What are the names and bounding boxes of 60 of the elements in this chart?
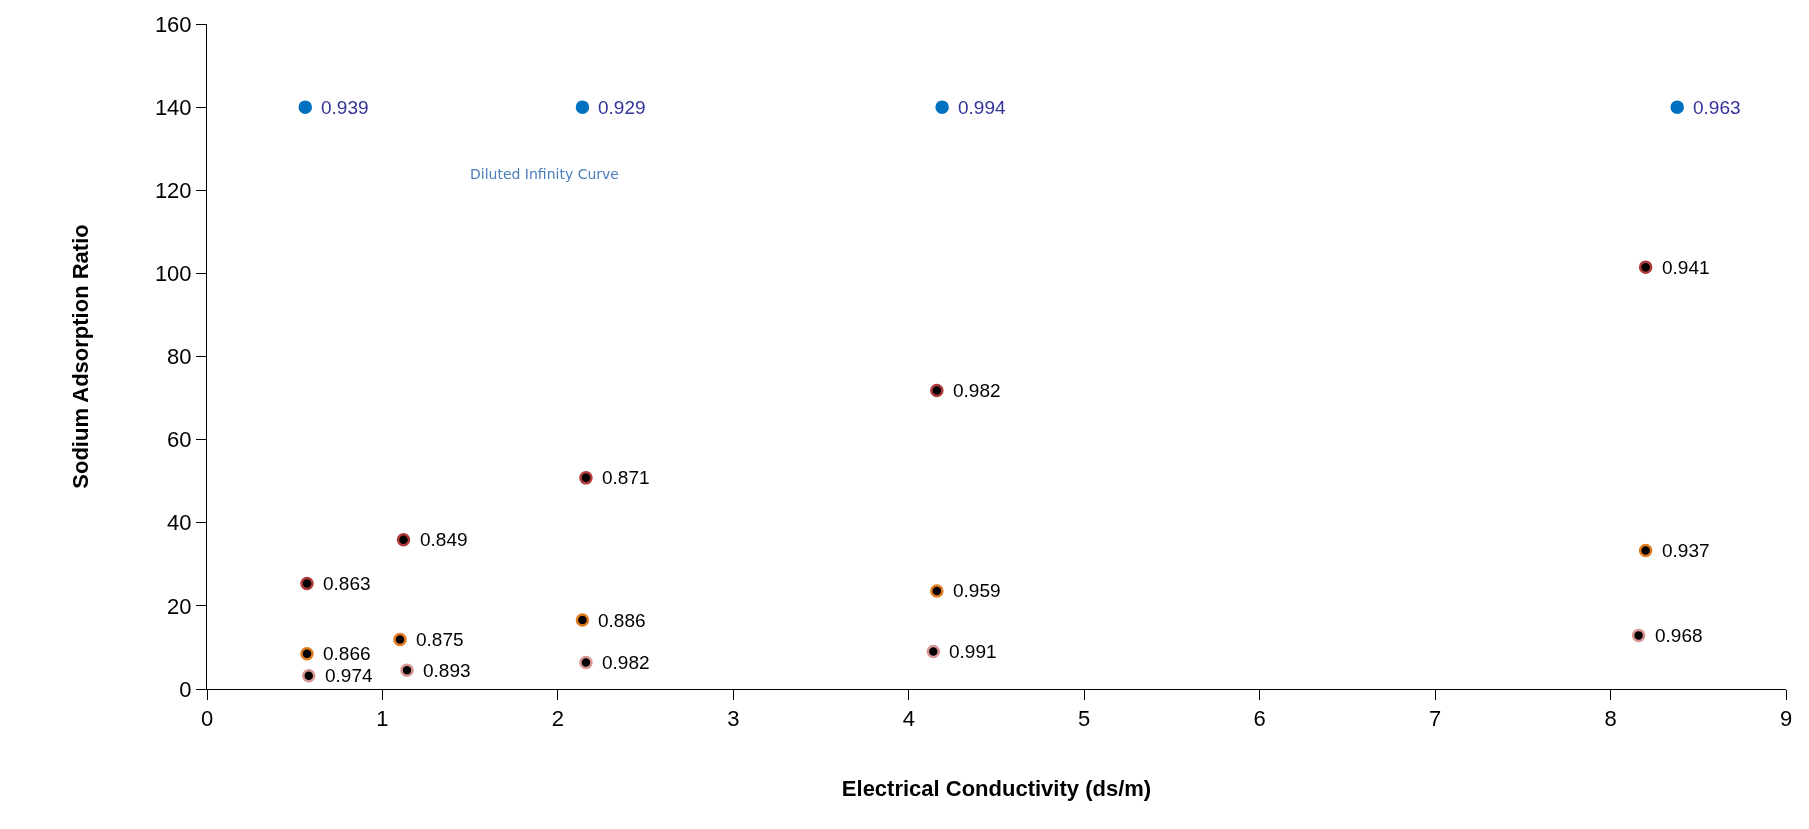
y-tick-label: 120 bbox=[154, 177, 192, 203]
point bbox=[1638, 543, 1653, 558]
x-tick-label: 1 bbox=[376, 706, 389, 732]
y-tick-label: 40 bbox=[167, 510, 192, 536]
y-tick-label: 160 bbox=[154, 11, 192, 37]
y-axis-title: Sodium Adsorption Ratio bbox=[67, 224, 93, 489]
x-tick-label: 7 bbox=[1428, 706, 1442, 732]
y-tick-label: 0 bbox=[179, 676, 192, 702]
point bbox=[575, 613, 590, 627]
x-tick-label: 9 bbox=[1779, 706, 1793, 732]
annotation: 0.974 bbox=[325, 665, 373, 686]
point bbox=[575, 100, 590, 114]
y-tick-label: 100 bbox=[154, 261, 192, 287]
annotation: 0.875 bbox=[416, 629, 464, 650]
y-tick-label: 60 bbox=[167, 427, 192, 453]
annotation: 0.963 bbox=[1693, 97, 1741, 118]
annotation: 0.849 bbox=[420, 529, 468, 550]
point bbox=[300, 576, 314, 591]
annotation: 0.994 bbox=[958, 97, 1006, 118]
point bbox=[935, 100, 949, 114]
annotation: 0.991 bbox=[949, 641, 997, 662]
annotation: 0.866 bbox=[323, 643, 371, 664]
annotation: 0.941 bbox=[1662, 257, 1710, 278]
point bbox=[300, 646, 314, 661]
point bbox=[1631, 628, 1646, 643]
x-tick-label: 8 bbox=[1604, 706, 1617, 732]
point bbox=[302, 668, 316, 683]
annotation: Diluted Infinity Curve bbox=[470, 166, 619, 182]
annotation: 0.982 bbox=[602, 652, 650, 673]
x-tick-label: 0 bbox=[200, 706, 214, 732]
x-axis-title: Electrical Conductivity (ds/m) bbox=[841, 776, 1152, 802]
point bbox=[400, 663, 414, 678]
annotation: 0.863 bbox=[323, 573, 371, 594]
x-tick-label: 4 bbox=[902, 706, 915, 732]
annotation: 0.871 bbox=[602, 467, 650, 488]
annotation: 0.968 bbox=[1655, 625, 1703, 646]
point bbox=[930, 584, 944, 598]
point bbox=[1670, 100, 1684, 114]
point bbox=[930, 383, 944, 398]
x-tick-label: 3 bbox=[727, 706, 740, 732]
point bbox=[926, 644, 941, 659]
annotation: 0.929 bbox=[598, 97, 646, 118]
annotation: 0.937 bbox=[1662, 540, 1710, 561]
annotation: 0.982 bbox=[953, 380, 1001, 401]
annotation: 0.959 bbox=[953, 580, 1001, 601]
point bbox=[1638, 260, 1653, 274]
x-tick-label: 2 bbox=[551, 706, 565, 732]
point bbox=[393, 632, 407, 647]
y-tick-label: 20 bbox=[167, 593, 192, 619]
y-tick-label: 80 bbox=[167, 344, 192, 370]
annotation: 0.893 bbox=[423, 660, 471, 681]
x-tick-label: 6 bbox=[1253, 706, 1266, 732]
x-tick-label: 5 bbox=[1078, 706, 1091, 732]
annotation: 0.939 bbox=[321, 97, 369, 118]
point bbox=[579, 471, 593, 485]
point bbox=[579, 655, 593, 670]
point bbox=[396, 533, 411, 547]
annotation: 0.886 bbox=[598, 610, 646, 631]
y-tick-label: 140 bbox=[154, 94, 192, 120]
point bbox=[298, 100, 312, 114]
